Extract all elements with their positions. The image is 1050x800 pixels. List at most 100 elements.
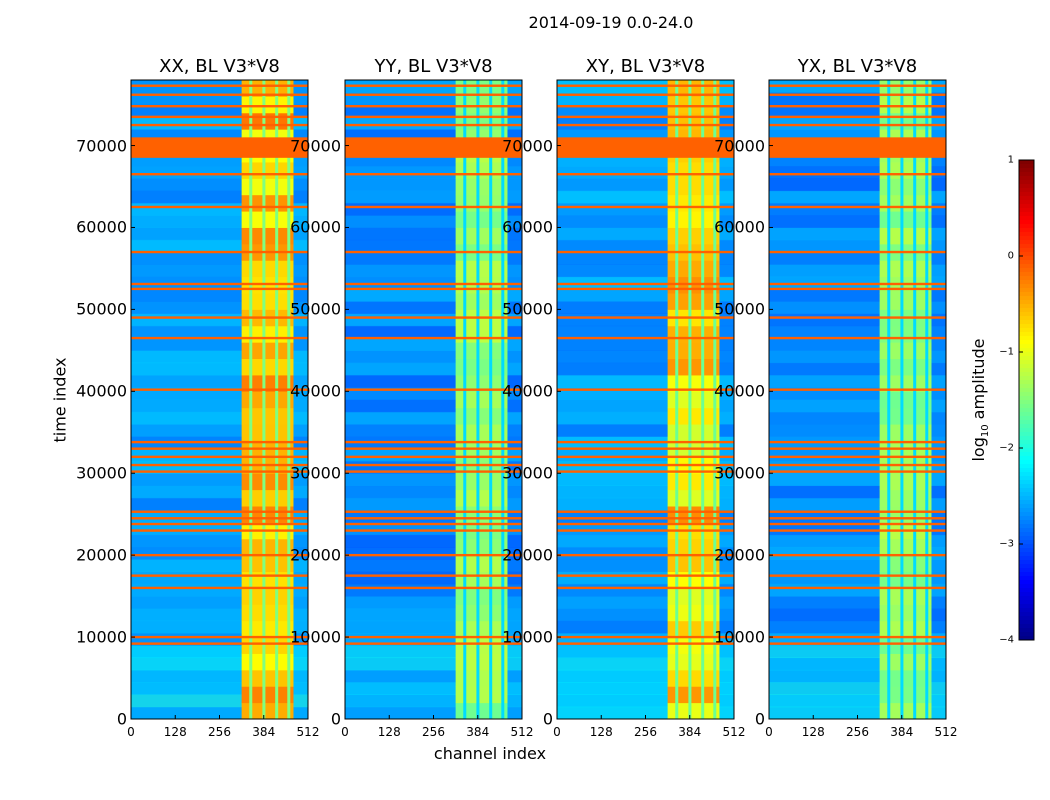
rfi-row <box>345 510 522 513</box>
colorbar-segment <box>1019 360 1034 365</box>
rfi-row <box>345 316 522 319</box>
colorbar-segment <box>1019 484 1034 489</box>
band-cell <box>879 260 932 278</box>
band-cell <box>455 424 508 441</box>
band-gap <box>489 80 493 719</box>
band-cell <box>879 293 932 310</box>
rfi-row <box>131 250 308 254</box>
x-tick-label: 384 <box>252 725 276 739</box>
colorbar-segment <box>1019 256 1034 261</box>
colorbar-segment <box>1019 212 1034 217</box>
band-cell <box>667 391 720 409</box>
y-tick-label: 0 <box>754 709 765 729</box>
colorbar-segment <box>1019 476 1034 481</box>
rfi-row <box>131 388 308 391</box>
band-gap <box>887 80 891 719</box>
rfi-row <box>769 440 946 444</box>
band-cell <box>241 374 294 392</box>
colorbar-tick-label: 0 <box>1007 250 1014 262</box>
colorbar-segment <box>1019 612 1034 617</box>
rfi-row <box>557 84 734 87</box>
colorbar-segment <box>1019 540 1034 545</box>
band-cell <box>667 489 720 507</box>
colorbar-segment <box>1019 312 1034 317</box>
band-cell <box>241 653 294 671</box>
band-cell <box>879 686 932 704</box>
colorbar-segment <box>1019 296 1034 301</box>
chart-title: 2014-09-19 0.0-24.0 <box>528 13 694 32</box>
rfi-row <box>345 336 522 340</box>
y-tick-label: 0 <box>116 709 127 729</box>
band-gap <box>713 80 717 719</box>
rfi-row <box>345 282 522 286</box>
colorbar-segment <box>1019 416 1034 421</box>
y-tick-label: 40000 <box>76 381 127 401</box>
colorbar-segment <box>1019 228 1034 233</box>
colorbar-segment <box>1019 220 1034 225</box>
band-cell <box>455 637 508 654</box>
rfi-row <box>345 463 522 467</box>
rfi-row <box>345 586 522 590</box>
rfi-row <box>769 510 946 513</box>
colorbar-segment <box>1019 372 1034 377</box>
colorbar-segment <box>1019 380 1034 385</box>
band-cell <box>241 178 294 196</box>
band-cell <box>879 620 932 638</box>
band-cell <box>879 178 932 196</box>
x-tick-label: 0 <box>341 725 349 739</box>
rfi-row <box>131 205 308 209</box>
band-gap <box>249 80 253 719</box>
colorbar-segment <box>1019 376 1034 381</box>
rfi-row <box>131 522 308 526</box>
colorbar-segment <box>1019 584 1034 589</box>
band-gap <box>900 80 904 719</box>
rfi-block <box>345 137 522 158</box>
colorbar-segment <box>1019 320 1034 325</box>
band-cell <box>879 587 932 605</box>
colorbar-segment <box>1019 196 1034 201</box>
x-tick-label: 0 <box>553 725 561 739</box>
rfi-row <box>345 93 522 96</box>
colorbar-segment <box>1019 492 1034 497</box>
colorbar-segment <box>1019 268 1034 273</box>
x-tick-label: 128 <box>377 725 401 739</box>
rfi-row <box>557 282 734 286</box>
rfi-row <box>131 586 308 590</box>
colorbar-segment <box>1019 340 1034 345</box>
rfi-row <box>131 510 308 513</box>
colorbar-segment <box>1019 432 1034 437</box>
colorbar-segment <box>1019 472 1034 477</box>
band-cell <box>241 587 294 605</box>
colorbar-segment <box>1019 624 1034 629</box>
colorbar-segment <box>1019 504 1034 509</box>
band-cell <box>879 489 932 507</box>
colorbar-segment <box>1019 452 1034 457</box>
rfi-row <box>769 470 946 473</box>
colorbar-segment <box>1019 520 1034 525</box>
rfi-row <box>131 440 308 444</box>
band-cell <box>455 260 508 278</box>
y-tick-label: 20000 <box>502 545 553 565</box>
colorbar-segment <box>1019 200 1034 205</box>
colorbar-segment <box>1019 248 1034 253</box>
colorbar-segment <box>1019 488 1034 493</box>
band-cell <box>879 342 932 360</box>
rfi-row <box>345 455 522 459</box>
rfi-row <box>557 388 734 391</box>
y-tick-label: 60000 <box>76 217 127 237</box>
colorbar-segment <box>1019 236 1034 241</box>
band-cell <box>667 653 720 671</box>
band-cell <box>241 407 294 425</box>
band-cell <box>879 391 932 409</box>
rfi-row <box>769 553 946 557</box>
rfi-row <box>769 93 946 96</box>
band-cell <box>241 669 294 687</box>
y-tick-label: 50000 <box>76 299 127 319</box>
band-gap <box>675 80 679 719</box>
rfi-row <box>345 522 522 526</box>
rfi-row <box>557 105 734 108</box>
y-tick-label: 30000 <box>502 463 553 483</box>
rfi-row <box>131 470 308 473</box>
rfi-row <box>557 336 734 340</box>
band-cell <box>455 178 508 196</box>
